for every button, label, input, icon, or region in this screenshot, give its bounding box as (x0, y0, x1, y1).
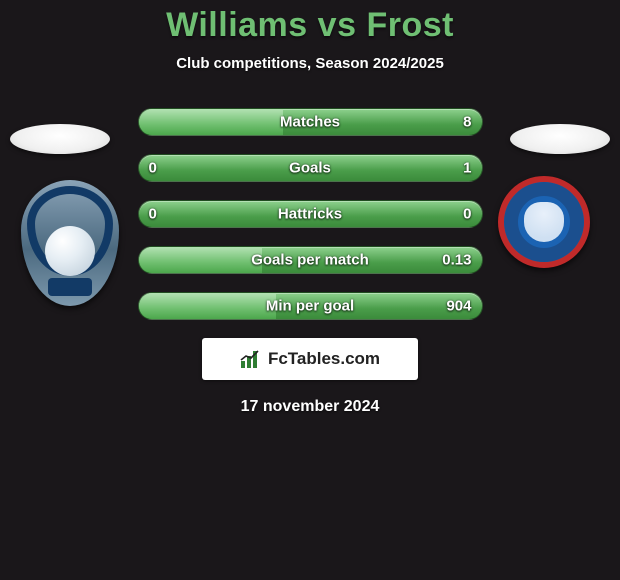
player-photo-left (10, 124, 110, 154)
stat-label: Matches (280, 114, 340, 131)
stat-label: Goals per match (251, 252, 369, 269)
stat-row: Goals per match 0.13 (138, 246, 483, 274)
stat-row: 0 Goals 1 (138, 154, 483, 182)
stat-value-right: 0 (463, 206, 471, 223)
stats-table: Matches 8 0 Goals 1 0 Hattricks 0 Goals per matc… (138, 108, 483, 320)
stat-fill-left (139, 109, 283, 135)
title-vs: vs (318, 6, 357, 44)
stat-value-left: 0 (149, 160, 157, 177)
stat-value-right: 8 (463, 114, 471, 131)
stat-fill-left (139, 247, 262, 273)
stat-value-right: 1 (463, 160, 471, 177)
brand-card[interactable]: FcTables.com (202, 338, 418, 380)
stat-label: Hattricks (278, 206, 342, 223)
stat-value-right: 904 (446, 298, 471, 315)
stat-fill-left (139, 293, 276, 319)
club-badge-right (496, 174, 592, 270)
stat-row: Matches 8 (138, 108, 483, 136)
bar-chart-icon (240, 349, 262, 369)
stat-label: Goals (289, 160, 331, 177)
shield-icon (21, 180, 119, 306)
page-title: Williams vs Frost (0, 0, 620, 45)
stat-value-left: 0 (149, 206, 157, 223)
crest-icon (498, 176, 590, 268)
stat-label: Min per goal (266, 298, 354, 315)
brand-text: FcTables.com (268, 349, 380, 369)
title-right: Frost (366, 6, 454, 44)
player-photo-right (510, 124, 610, 154)
subtitle: Club competitions, Season 2024/2025 (0, 55, 620, 72)
stat-value-right: 0.13 (442, 252, 471, 269)
title-left: Williams (166, 6, 308, 44)
stat-row: 0 Hattricks 0 (138, 200, 483, 228)
stat-row: Min per goal 904 (138, 292, 483, 320)
date-label: 17 november 2024 (0, 398, 620, 416)
club-badge-left (20, 178, 120, 308)
